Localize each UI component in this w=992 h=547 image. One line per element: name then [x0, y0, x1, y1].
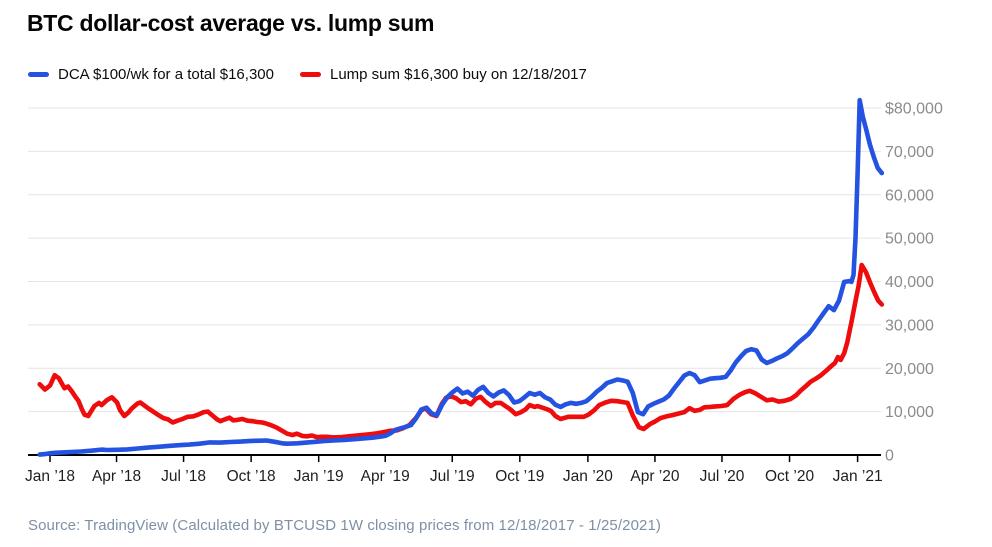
series-line: [37, 262, 885, 440]
y-axis-tick-label: 40,000: [885, 274, 934, 291]
x-axis-tick-label: Jul ’19: [430, 468, 475, 485]
y-axis-tick-label: 60,000: [885, 187, 934, 204]
x-axis-tick-label: Oct ’18: [227, 468, 276, 485]
y-axis-tick-label: 10,000: [885, 404, 934, 421]
lump-sum-line-swatch: [299, 72, 321, 77]
x-axis-tick-label: Jul ’18: [161, 468, 206, 485]
x-axis-tick-label: Jan ’19: [294, 468, 344, 485]
legend-item-dca: DCA $100/wk for a total $16,300: [28, 66, 274, 83]
legend-label-lump-sum: Lump sum $16,300 buy on 12/18/2017: [329, 66, 587, 83]
chart-legend: DCA $100/wk for a total $16,300 Lump sum…: [28, 66, 587, 83]
x-axis-tick-label: Apr ’18: [92, 468, 141, 485]
x-axis-tick-label: Jul ’20: [700, 468, 745, 485]
y-axis-tick-label: 70,000: [885, 144, 934, 161]
x-axis-tick-label: Oct ’19: [495, 468, 544, 485]
y-axis-tick-label: 30,000: [885, 317, 934, 334]
legend-item-lump-sum: Lump sum $16,300 buy on 12/18/2017: [299, 66, 587, 83]
x-axis-tick-label: Jan ’18: [25, 468, 75, 485]
y-axis-tick-label: $80,000: [885, 101, 943, 118]
chart-title: BTC dollar-cost average vs. lump sum: [27, 10, 435, 36]
source-caption: Source: TradingView (Calculated by BTCUS…: [28, 517, 661, 534]
x-axis-tick-label: Jan ’20: [563, 468, 613, 485]
y-axis-tick-label: 50,000: [885, 231, 934, 248]
legend-label-dca: DCA $100/wk for a total $16,300: [58, 66, 274, 83]
dca-line-swatch: [28, 72, 49, 77]
y-axis-tick-label: 20,000: [885, 361, 934, 378]
y-axis-tick-label: 0: [885, 448, 894, 465]
x-axis-tick-label: Apr ’19: [361, 468, 410, 485]
x-axis-tick-label: Jan ’21: [833, 468, 883, 485]
x-axis-tick-label: Oct ’20: [765, 468, 814, 485]
series-line: [37, 97, 885, 457]
x-axis-tick-label: Apr ’20: [630, 468, 679, 485]
